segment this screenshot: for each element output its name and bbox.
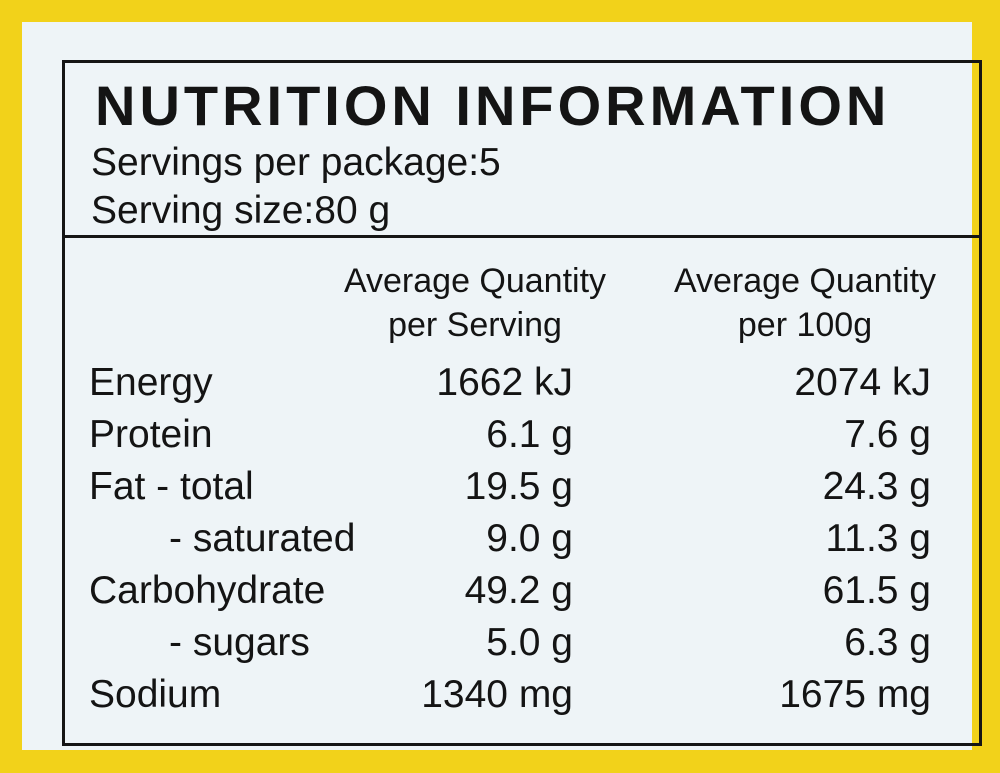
- nutrient-row-saturated: - saturated 9.0 g 11.3 g: [65, 513, 979, 565]
- column-header-per-serving: Average Quantity per Serving: [315, 259, 635, 347]
- column-header-line: per 100g: [737, 306, 873, 344]
- column-header-line: Average Quantity: [343, 262, 607, 300]
- nutrition-title: NUTRITION INFORMATION: [95, 74, 891, 137]
- nutrient-name: Energy: [89, 361, 213, 404]
- nutrient-row-sugars: - sugars 5.0 g 6.3 g: [65, 617, 979, 669]
- value-per-serving: 9.0 g: [486, 517, 573, 560]
- value-per-serving: 5.0 g: [486, 621, 573, 664]
- value-per-serving: 49.2 g: [464, 569, 573, 612]
- value-per-serving: 1340 mg: [421, 673, 573, 716]
- nutrient-row-protein: Protein 6.1 g 7.6 g: [65, 409, 979, 461]
- value-per-100g: 7.6 g: [844, 413, 931, 456]
- servings-per-package: Servings per package:5: [91, 141, 501, 184]
- nutrient-row-energy: Energy 1662 kJ 2074 kJ: [65, 357, 979, 409]
- nutrition-label: NUTRITION INFORMATION Servings per packa…: [22, 22, 982, 750]
- value-per-100g: 11.3 g: [825, 517, 931, 560]
- nutrient-name: - sugars: [169, 621, 310, 664]
- value-per-100g: 24.3 g: [822, 465, 931, 508]
- nutrient-name: Fat - total: [89, 465, 254, 508]
- column-header-line: per Serving: [388, 306, 562, 344]
- value-per-serving: 1662 kJ: [436, 361, 573, 404]
- nutrient-row-sodium: Sodium 1340 mg 1675 mg: [65, 669, 979, 721]
- column-header-line: Average Quantity: [673, 262, 937, 300]
- value-per-serving: 19.5 g: [464, 465, 573, 508]
- value-per-serving: 6.1 g: [486, 413, 573, 456]
- nutrient-name: - saturated: [169, 517, 356, 560]
- serving-size: Serving size:80 g: [91, 189, 391, 232]
- value-per-100g: 1675 mg: [779, 673, 931, 716]
- value-per-100g: 61.5 g: [822, 569, 931, 612]
- nutrition-panel: NUTRITION INFORMATION Servings per packa…: [62, 60, 982, 746]
- value-per-100g: 2074 kJ: [794, 361, 931, 404]
- nutrient-name: Sodium: [89, 673, 222, 716]
- header-divider: [65, 235, 979, 238]
- nutrient-name: Carbohydrate: [89, 569, 326, 612]
- nutrient-name: Protein: [89, 413, 213, 456]
- nutrient-row-carbohydrate: Carbohydrate 49.2 g 61.5 g: [65, 565, 979, 617]
- nutrient-row-fat-total: Fat - total 19.5 g 24.3 g: [65, 461, 979, 513]
- value-per-100g: 6.3 g: [844, 621, 931, 664]
- column-header-per-100g: Average Quantity per 100g: [645, 259, 965, 347]
